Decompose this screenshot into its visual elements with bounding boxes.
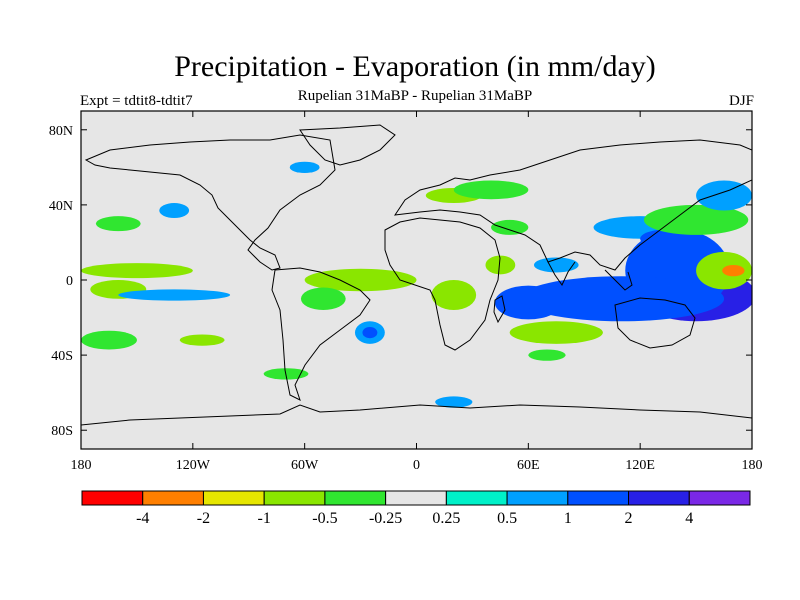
x-axis-ticks: 180 120W 60W 0 60E 120E 180 xyxy=(71,111,763,473)
x-tick-label: 60E xyxy=(517,458,540,473)
coastline-india xyxy=(547,261,576,286)
field-region-34 xyxy=(289,161,320,173)
colorbar-label: -2 xyxy=(197,510,210,527)
field-region-33 xyxy=(435,396,473,408)
coastline-antarctica xyxy=(81,404,752,426)
field-region-25 xyxy=(431,280,477,311)
colorbar-swatch xyxy=(385,490,447,506)
y-tick-label: 40S xyxy=(51,349,73,364)
coastline-australia xyxy=(614,297,696,349)
colorbar-swatch xyxy=(628,490,690,506)
colorbar-label: -0.25 xyxy=(369,510,402,527)
colorbar-label: -0.5 xyxy=(312,510,337,527)
y-axis-ticks: 80N 40N 0 40S 80S xyxy=(49,124,752,439)
field-region-19 xyxy=(179,334,225,346)
colorbar-swatch xyxy=(263,490,326,506)
map-subtitle: Rupelian 31MaBP - Rupelian 31MaBP xyxy=(297,88,533,104)
coastline-greenland xyxy=(299,124,396,166)
field-region-17 xyxy=(159,203,190,219)
field-region-15 xyxy=(118,289,231,301)
field-region-22 xyxy=(300,287,346,311)
colorbar-label: 0.25 xyxy=(432,510,460,527)
field-regions xyxy=(81,161,752,408)
field-region-13 xyxy=(81,263,193,279)
x-tick-label: 180 xyxy=(71,458,92,473)
colorbar-label: 0.5 xyxy=(497,510,517,527)
y-tick-label: 0 xyxy=(66,274,73,289)
colorbar-label: -4 xyxy=(136,510,149,527)
field-region-21 xyxy=(304,268,417,292)
field-region-11 xyxy=(643,204,749,235)
colorbar-swatch xyxy=(445,490,508,506)
field-region-32 xyxy=(528,349,566,361)
y-tick-label: 80N xyxy=(49,124,73,139)
colorbar-label: 2 xyxy=(625,510,633,527)
y-tick-label: 80S xyxy=(51,424,73,439)
y-tick-label: 40N xyxy=(49,199,73,214)
colorbar-label: 1 xyxy=(564,510,572,527)
field-region-31 xyxy=(509,321,603,344)
coastline-eurasia xyxy=(393,139,752,271)
field-region-6 xyxy=(519,276,725,322)
colorbar-swatch xyxy=(567,490,630,506)
field-region-24 xyxy=(362,326,378,339)
season-label: DJF xyxy=(728,93,754,109)
map-title: Precipitation - Evaporation (in mm/day) xyxy=(174,50,656,83)
x-tick-label: 60W xyxy=(291,458,319,473)
x-tick-label: 0 xyxy=(413,458,420,473)
x-tick-label: 120W xyxy=(176,458,211,473)
colorbar: -4 -2 -1 -0.5 -0.25 0.25 0.5 1 2 4 xyxy=(81,490,751,527)
colorbar-swatch xyxy=(142,490,204,506)
coastline-south-america xyxy=(271,267,371,401)
x-tick-label: 180 xyxy=(742,458,763,473)
field-region-29 xyxy=(491,219,529,235)
colorbar-swatch xyxy=(688,490,751,506)
colorbar-swatch xyxy=(324,490,387,506)
colorbar-swatch xyxy=(506,490,569,506)
experiment-label: Expt = tdtit8-tdtit7 xyxy=(80,93,193,109)
colorbar-label: 4 xyxy=(685,510,693,527)
field-region-10 xyxy=(722,264,745,277)
field-region-16 xyxy=(95,216,141,232)
colorbar-swatch xyxy=(81,490,144,506)
field-region-30 xyxy=(533,257,579,273)
colorbar-swatch xyxy=(202,490,265,506)
colorbar-label: -1 xyxy=(258,510,271,527)
x-tick-label: 120E xyxy=(625,458,655,473)
field-region-12 xyxy=(696,180,752,211)
coastline-se-asia xyxy=(604,269,633,291)
coastlines xyxy=(81,124,752,426)
field-region-18 xyxy=(81,330,137,350)
coastline-madagascar xyxy=(493,295,506,324)
field-region-26 xyxy=(485,255,516,275)
coastline-africa xyxy=(384,217,501,351)
field-region-28 xyxy=(453,180,529,200)
coastline-north-america xyxy=(84,134,336,271)
